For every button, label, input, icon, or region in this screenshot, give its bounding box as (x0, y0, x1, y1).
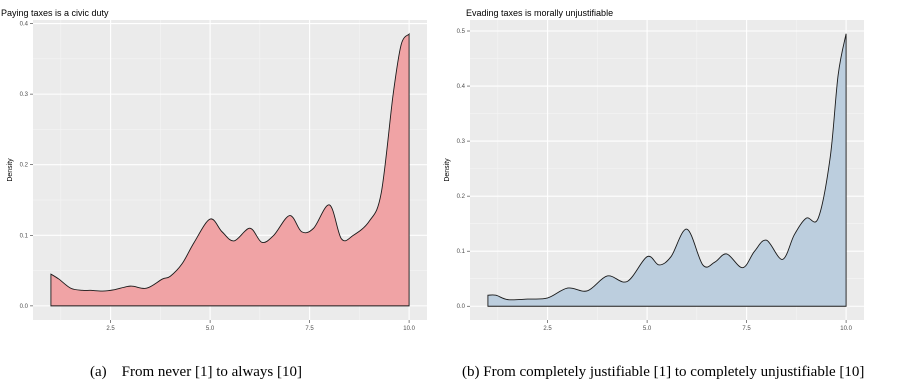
y-tick-label: 0.4 (20, 22, 29, 28)
y-axis-label: Density (444, 158, 451, 182)
density-area (487, 33, 847, 307)
y-tick-label: 0.1 (20, 233, 29, 239)
chart-title: Paying taxes is a civic duty (1, 8, 109, 18)
y-tick-label: 0.1 (457, 249, 466, 255)
y-tick-label: 0.2 (457, 194, 466, 200)
x-tick-label: 2.5 (106, 326, 115, 332)
y-tick-label: 0.5 (457, 29, 466, 35)
y-tick-label: 0.2 (20, 163, 29, 169)
y-axis-label: Density (7, 158, 14, 182)
x-tick-label: 10.0 (403, 326, 415, 332)
figure-caption: (b) From completely justifiable [1] to c… (462, 364, 864, 380)
x-tick-label: 5.0 (643, 326, 652, 332)
chart-title: Evading taxes is morally unjustifiable (466, 8, 613, 18)
x-tick-label: 7.5 (305, 326, 314, 332)
x-tick-label: 7.5 (742, 326, 751, 332)
chart-panel-2: 0.0 0.1 0.2 0.3 0.4 0.5 2.5 5.0 7.5 10.0 Evading t… (444, 8, 864, 380)
x-tick-label: 5.0 (206, 326, 215, 332)
y-tick-label: 0.3 (20, 92, 29, 98)
x-tick-label: 2.5 (543, 326, 552, 332)
x-tick-label: 10.0 (840, 326, 852, 332)
figure-caption: (a) From never [1] to always [10] (90, 364, 302, 380)
density-area (50, 32, 410, 307)
y-tick-label: 0.3 (457, 139, 466, 145)
y-tick-label: 0.4 (457, 84, 466, 90)
y-tick-label: 0.0 (457, 304, 466, 310)
chart-panel-1: 0.0 0.1 0.2 0.3 0.4 2.5 5.0 7.5 10.0 Paying taxes… (1, 8, 427, 380)
y-tick-label: 0.0 (20, 304, 29, 310)
